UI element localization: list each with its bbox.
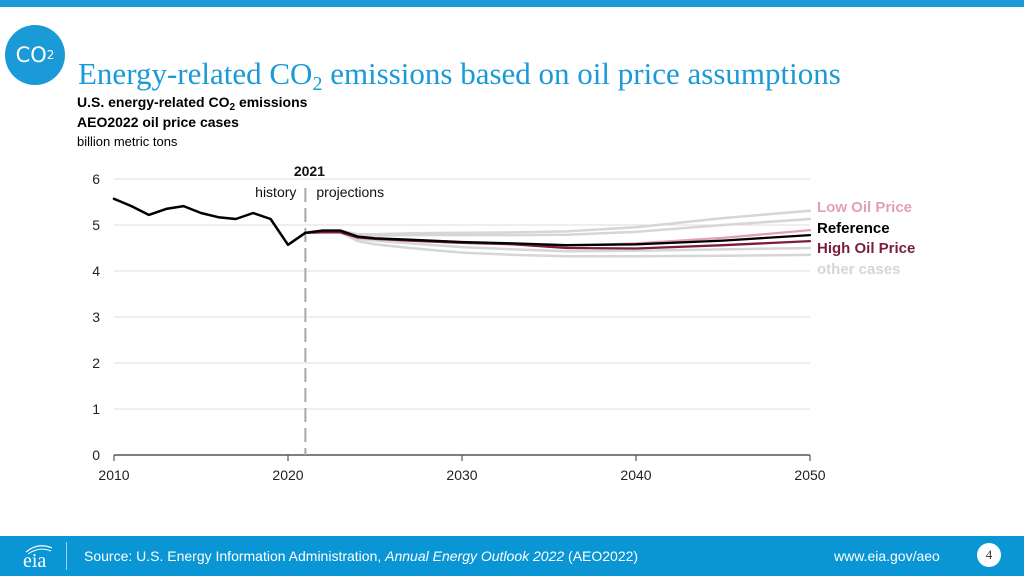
history-label: history	[255, 184, 296, 200]
y-tick-label: 0	[92, 447, 100, 463]
emissions-chart: 0 1 2 3 4 5 6 2010 2020 2030 2040 2050 2021 history pr…	[92, 163, 915, 483]
chart-subtitle: U.S. energy-related CO2 emissions	[77, 94, 307, 113]
legend-item-high-oil-price: High Oil Price	[817, 240, 915, 257]
legend-item-other-cases: other cases	[817, 261, 900, 278]
y-tick-label: 4	[92, 263, 100, 279]
source-publication: Annual Energy Outlook 2022	[385, 548, 565, 564]
y-tick-label: 6	[92, 171, 100, 187]
eia-logo-arc: eia	[23, 545, 53, 572]
series-line-reference	[304, 229, 812, 247]
other-case-line-1	[304, 209, 812, 236]
title-part2: emissions based on oil price assumptions	[322, 56, 841, 91]
title-part1: Energy-related CO	[78, 56, 313, 91]
eia-logo-icon: eia	[18, 542, 58, 572]
source-prefix: Source: U.S. Energy Information Administ…	[84, 548, 386, 564]
legend-item-reference: Reference	[817, 220, 890, 237]
website-link[interactable]: www.eia.gov/aeo	[834, 548, 940, 564]
legend-item-low-oil-price: Low Oil Price	[817, 199, 912, 216]
y-tick-label: 5	[92, 217, 100, 233]
footer-bar: eia Source: U.S. Energy Information Admi…	[0, 536, 1024, 576]
x-tick-label: 2020	[272, 467, 303, 483]
history-line	[112, 197, 307, 247]
chart-units: billion metric tons	[77, 134, 178, 149]
y-tick-label: 3	[92, 309, 100, 325]
subtitle-subscript: 2	[229, 102, 236, 113]
projections-label: projections	[316, 184, 384, 200]
eia-logo-text: eia	[23, 550, 46, 570]
top-accent-bar	[0, 0, 1024, 7]
source-note: Source: U.S. Energy Information Administ…	[84, 548, 638, 564]
title-subscript: 2	[312, 73, 323, 95]
x-tick-label: 2040	[620, 467, 651, 483]
subtitle-part1: U.S. energy-related CO	[77, 94, 230, 110]
x-tick-label: 2030	[446, 467, 477, 483]
y-tick-label: 1	[92, 401, 100, 417]
page-title: Energy-related CO2 emissions based on oi…	[78, 56, 841, 96]
x-tick-label: 2010	[98, 467, 129, 483]
x-tick-label: 2050	[794, 467, 825, 483]
subtitle-part2: emissions	[235, 94, 308, 110]
chart-subtitle-cases: AEO2022 oil price cases	[77, 114, 239, 130]
footer-divider	[66, 542, 67, 570]
y-tick-label: 2	[92, 355, 100, 371]
divider-year-label: 2021	[294, 163, 325, 179]
co2-badge-text: CO	[15, 43, 47, 67]
co2-icon: CO 2	[5, 25, 65, 85]
source-suffix: (AEO2022)	[564, 548, 639, 564]
co2-badge-sub: 2	[46, 48, 55, 62]
page-number: 4	[977, 543, 1001, 567]
